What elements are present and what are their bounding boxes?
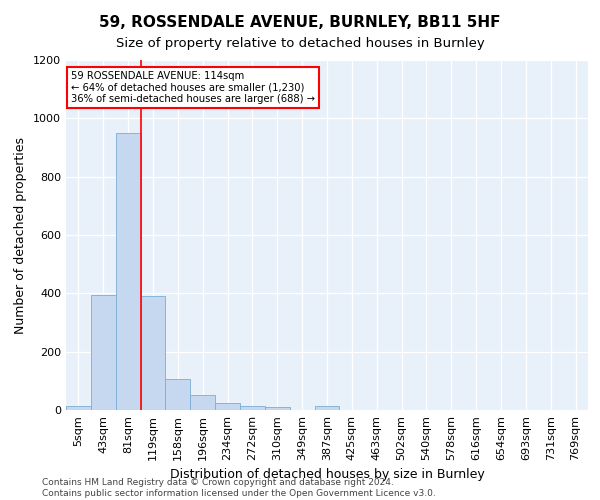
- Bar: [66, 406, 91, 410]
- Bar: [166, 380, 190, 410]
- X-axis label: Distribution of detached houses by size in Burnley: Distribution of detached houses by size …: [170, 468, 484, 481]
- Text: Size of property relative to detached houses in Burnley: Size of property relative to detached ho…: [116, 38, 484, 51]
- Bar: [265, 406, 290, 410]
- Bar: [140, 296, 166, 410]
- Text: 59 ROSSENDALE AVENUE: 114sqm
← 64% of detached houses are smaller (1,230)
36% of: 59 ROSSENDALE AVENUE: 114sqm ← 64% of de…: [71, 70, 315, 104]
- Bar: [91, 295, 116, 410]
- Y-axis label: Number of detached properties: Number of detached properties: [14, 136, 28, 334]
- Bar: [314, 406, 340, 410]
- Bar: [215, 402, 240, 410]
- Text: Contains HM Land Registry data © Crown copyright and database right 2024.
Contai: Contains HM Land Registry data © Crown c…: [42, 478, 436, 498]
- Bar: [190, 395, 215, 410]
- Text: 59, ROSSENDALE AVENUE, BURNLEY, BB11 5HF: 59, ROSSENDALE AVENUE, BURNLEY, BB11 5HF: [99, 15, 501, 30]
- Bar: [116, 133, 140, 410]
- Bar: [240, 406, 265, 410]
